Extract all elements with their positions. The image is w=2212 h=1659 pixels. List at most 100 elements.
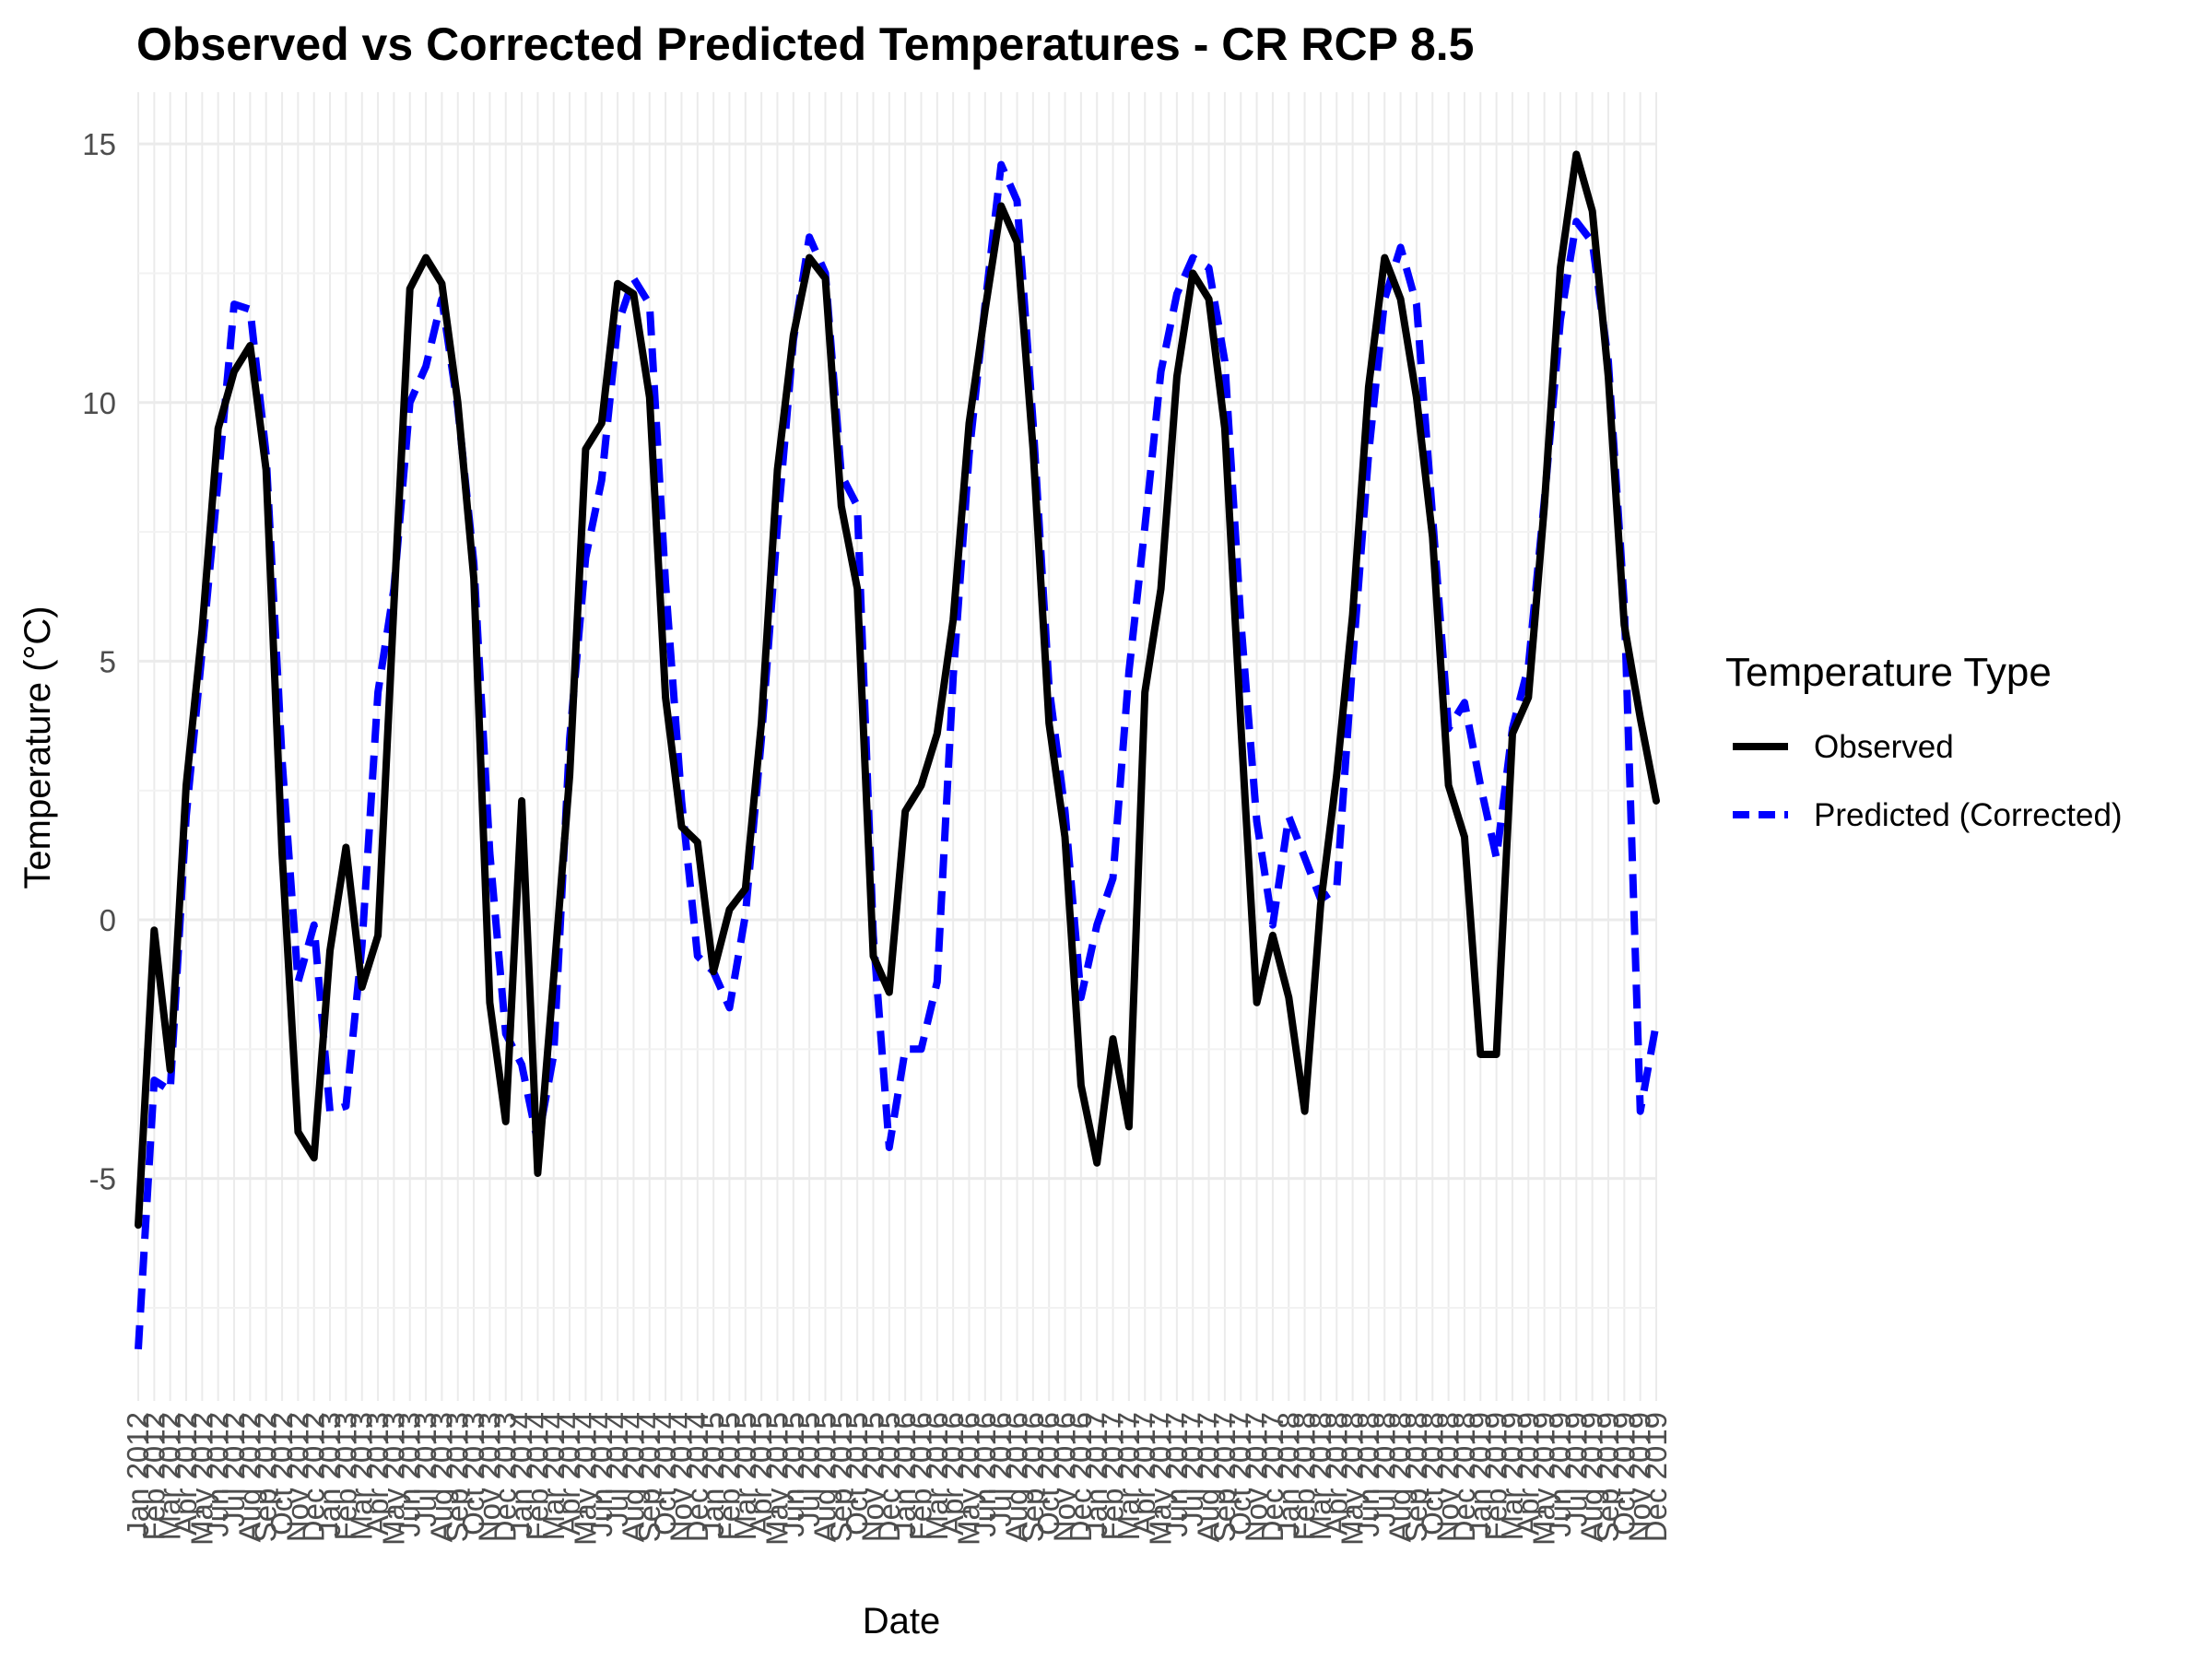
x-tick-label: May 2012 (184, 1412, 218, 1546)
x-tick-label: Nov 2019 (1623, 1412, 1657, 1542)
x-tick-label: Mar 2017 (1112, 1412, 1146, 1540)
x-tick-label: Jul 2019 (1559, 1412, 1593, 1527)
x-tick-label: Nov 2013 (472, 1412, 506, 1542)
x-tick-label: Mar 2012 (153, 1412, 187, 1540)
x-tick-label: Nov 2012 (280, 1412, 314, 1542)
series-line-observed (135, 150, 1660, 1230)
x-tick-label: Dec 2013 (488, 1412, 523, 1542)
x-tick-label: Dec 2014 (680, 1412, 714, 1542)
y-tick-label: 15 (82, 127, 116, 161)
x-tick-label: Sep 2017 (1207, 1412, 1241, 1542)
x-tick-label: Jul 2012 (217, 1412, 251, 1527)
x-tick-label: Apr 2013 (360, 1412, 394, 1535)
x-tick-label: May 2014 (568, 1412, 602, 1546)
x-tick-label: Oct 2012 (265, 1412, 299, 1535)
legend-label: Predicted (Corrected) (1814, 797, 2123, 833)
x-tick-label: Jun 2017 (1159, 1412, 1194, 1537)
x-tick-label: Sep 2019 (1591, 1412, 1625, 1542)
x-tick-label: Jan 2018 (1271, 1412, 1305, 1537)
x-tick-label: Nov 2017 (1240, 1412, 1274, 1542)
x-tick-label: Mar 2016 (920, 1412, 954, 1540)
x-tick-label: Sep 2013 (441, 1412, 475, 1542)
x-tick-label: Aug 2017 (1192, 1412, 1226, 1542)
x-tick-label: Sep 2012 (249, 1412, 283, 1542)
x-tick-label: Mar 2015 (728, 1412, 762, 1540)
y-tick-label: -5 (89, 1162, 116, 1196)
x-tick-label: Jan 2013 (312, 1412, 347, 1537)
x-tick-label: Dec 2012 (297, 1412, 331, 1542)
x-tick-label: Jul 2016 (983, 1412, 1018, 1527)
x-tick-label: Oct 2017 (1223, 1412, 1257, 1535)
series-line-predicted-corrected (135, 160, 1660, 1350)
x-tick-label: Nov 2016 (1048, 1412, 1082, 1542)
x-tick-label: Apr 2015 (744, 1412, 778, 1535)
x-tick-label: Apr 2012 (169, 1412, 203, 1535)
x-tick-label: Mar 2019 (1495, 1412, 1529, 1540)
chart-title: Observed vs Corrected Predicted Temperat… (136, 18, 1474, 70)
x-tick-label: Feb 2013 (328, 1412, 362, 1540)
x-tick-label: Oct 2018 (1415, 1412, 1449, 1535)
x-tick-label: May 2013 (376, 1412, 410, 1546)
x-tick-label: Dec 2017 (1255, 1412, 1289, 1542)
x-tick-label: Apr 2019 (1511, 1412, 1545, 1535)
x-tick-label: Apr 2016 (935, 1412, 970, 1535)
x-tick-label: Jun 2014 (584, 1412, 618, 1537)
x-tick-label: Jun 2019 (1543, 1412, 1577, 1537)
x-tick-label: Jun 2013 (393, 1412, 427, 1537)
x-tick-label: Nov 2014 (664, 1412, 698, 1542)
y-tick-label: 0 (100, 903, 116, 937)
x-tick-label: May 2017 (1144, 1412, 1178, 1546)
legend-title: Temperature Type (1725, 650, 2052, 695)
x-tick-label: Oct 2019 (1606, 1412, 1641, 1535)
x-tick-label: Apr 2017 (1127, 1412, 1161, 1535)
x-tick-label: Dec 2018 (1447, 1412, 1481, 1542)
x-tick-label: Apr 2018 (1319, 1412, 1353, 1535)
series-lines (135, 150, 1660, 1350)
x-tick-label: Dec 2019 (1639, 1412, 1673, 1542)
y-tick-label: 10 (82, 386, 116, 420)
x-tick-label: Jan 2016 (888, 1412, 922, 1537)
x-tick-label: Aug 2013 (424, 1412, 458, 1542)
legend: Temperature Type Observed Predicted (Corr… (1725, 650, 2123, 833)
x-tick-label: Aug 2016 (1000, 1412, 1034, 1542)
x-tick-label: Feb 2016 (904, 1412, 938, 1540)
x-tick-label: May 2018 (1335, 1412, 1370, 1546)
x-tick-label: Aug 2014 (616, 1412, 650, 1542)
x-tick-label: Oct 2015 (840, 1412, 874, 1535)
x-tick-label: Feb 2018 (1288, 1412, 1322, 1540)
x-tick-label: Sep 2018 (1399, 1412, 1433, 1542)
x-tick-label: Jun 2016 (968, 1412, 1002, 1537)
x-tick-label: Jan 2012 (121, 1412, 155, 1537)
x-tick-label: Aug 2019 (1575, 1412, 1609, 1542)
y-tick-label: 5 (100, 644, 116, 678)
x-tick-label: Jul 2018 (1367, 1412, 1401, 1527)
y-axis-title: Temperature (°C) (18, 606, 58, 888)
x-tick-label: Dec 2016 (1064, 1412, 1098, 1542)
x-tick-label: Nov 2018 (1431, 1412, 1465, 1542)
x-tick-label: Nov 2015 (855, 1412, 889, 1542)
x-tick-label: Dec 2015 (872, 1412, 906, 1542)
x-tick-label: Aug 2018 (1383, 1412, 1418, 1542)
x-tick-label: Jan 2019 (1463, 1412, 1497, 1537)
x-axis-title: Date (863, 1601, 941, 1641)
x-tick-label: Feb 2017 (1096, 1412, 1130, 1540)
x-tick-label: Mar 2014 (536, 1412, 571, 1540)
x-tick-label: May 2016 (952, 1412, 986, 1546)
x-tick-label: Oct 2014 (648, 1412, 682, 1535)
x-tick-label: Jul 2013 (408, 1412, 442, 1527)
x-tick-label: Mar 2018 (1303, 1412, 1337, 1540)
x-tick-label: Jul 2014 (600, 1412, 634, 1527)
x-tick-label: Jan 2017 (1079, 1412, 1113, 1537)
x-tick-label: May 2019 (1527, 1412, 1561, 1546)
x-tick-label: Sep 2016 (1016, 1412, 1050, 1542)
x-tick-label: Feb 2019 (1479, 1412, 1513, 1540)
x-tick-label: Jun 2015 (776, 1412, 810, 1537)
x-tick-label: May 2015 (759, 1412, 794, 1546)
x-tick-label: Oct 2016 (1031, 1412, 1065, 1535)
x-tick-label: Aug 2015 (807, 1412, 841, 1542)
x-tick-label: Sep 2015 (824, 1412, 858, 1542)
x-tick-label: Feb 2014 (520, 1412, 554, 1540)
x-tick-label: Jul 2017 (1175, 1412, 1209, 1527)
